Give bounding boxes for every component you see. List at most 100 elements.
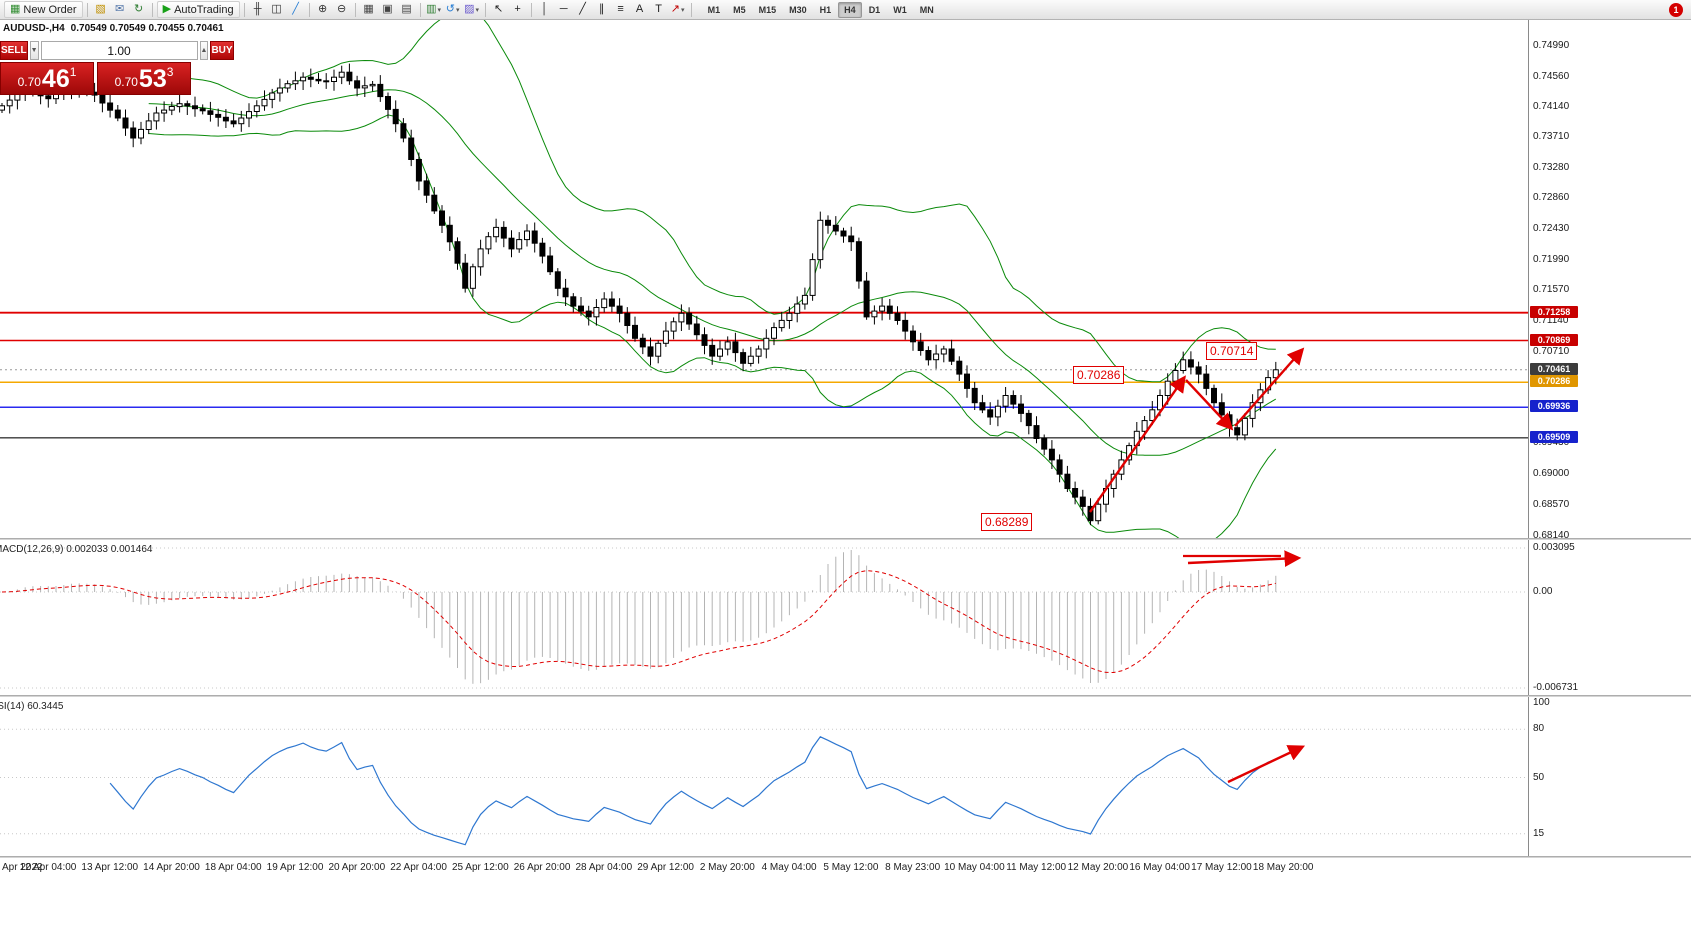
trade-controls-row: SELL ▼ ▲ BUY xyxy=(0,41,234,60)
fibonacci-icon: ≡ xyxy=(617,3,624,15)
text-icon[interactable]: A xyxy=(631,1,649,18)
arrows-icon[interactable]: ↗ ▾ xyxy=(669,1,687,18)
timeframe-m30[interactable]: M30 xyxy=(789,4,807,15)
templates-icon[interactable]: ▨ ▾ xyxy=(463,1,481,18)
buy-price-base: 0.70 xyxy=(114,75,138,89)
vertical-line-icon[interactable]: │ xyxy=(536,1,554,18)
chart-title: AUDUSD-,H4 0.70549 0.70549 0.70455 0.7046… xyxy=(3,23,224,34)
tile-windows-icon[interactable]: ▦ xyxy=(360,1,378,18)
new-order-icon: ▦ xyxy=(10,3,21,15)
arrows-icon: ↗ xyxy=(670,3,680,15)
trade-prices-row: 0.70 46 1 0.70 53 3 xyxy=(0,62,191,95)
timeframe-h4[interactable]: H4 xyxy=(838,1,862,18)
cursor-icon[interactable]: ↖ xyxy=(490,1,508,18)
bar-chart-icon[interactable]: ╫ xyxy=(249,1,267,18)
macd-panel[interactable] xyxy=(0,540,1691,697)
trendline-icon: ╱ xyxy=(579,3,586,15)
price-axis-border xyxy=(1528,20,1529,858)
time-axis-label: 10 May 04:00 xyxy=(944,862,1005,873)
fibonacci-icon[interactable]: ≡ xyxy=(612,1,630,18)
panel-separator[interactable] xyxy=(0,856,1691,858)
macd-gridlines xyxy=(0,547,1528,689)
timeframe-d1[interactable]: D1 xyxy=(868,4,881,15)
timeframe-h1[interactable]: H1 xyxy=(819,4,832,15)
equidistant-channel-icon[interactable]: ∥ xyxy=(593,1,611,18)
time-axis-label: 8 May 23:00 xyxy=(885,862,941,873)
candlestick-chart-icon[interactable]: ◫ xyxy=(268,1,286,18)
volume-increment-button[interactable]: ▲ xyxy=(199,41,209,60)
tile-windows-icon: ▦ xyxy=(363,3,374,15)
arrange-windows-icon[interactable]: ▤ xyxy=(398,1,416,18)
volume-input[interactable] xyxy=(40,41,198,60)
time-axis-label: 14 Apr 20:00 xyxy=(143,862,200,873)
autotrading-play-icon: ▶ xyxy=(162,3,172,15)
volume-decrement-button[interactable]: ▼ xyxy=(29,41,39,60)
line-chart-icon: ╱ xyxy=(292,3,299,15)
rsi-panel[interactable] xyxy=(0,697,1691,858)
sell-price-base: 0.70 xyxy=(17,75,41,89)
time-axis-label: 2 May 20:00 xyxy=(699,862,755,873)
arrange-windows-icon: ▤ xyxy=(401,3,412,15)
time-axis-label: 18 Apr 04:00 xyxy=(204,862,262,873)
timeframe-w1[interactable]: W1 xyxy=(893,4,907,15)
trendline-icon[interactable]: ╱ xyxy=(574,1,592,18)
toolbar-separator xyxy=(308,2,310,17)
time-axis-label: 22 Apr 04:00 xyxy=(390,862,447,873)
new-chart-icon[interactable]: ▥ ▾ xyxy=(425,1,443,18)
timeframe-toolbar: M1 M5 M15 M30 H1 H4 D1 W1 MN xyxy=(702,1,940,18)
time-axis-label: 19 Apr 12:00 xyxy=(266,862,324,873)
macd-signal-line xyxy=(1,570,1276,674)
buy-price-box[interactable]: 0.70 53 3 xyxy=(97,62,191,95)
new-order-button[interactable]: ▦ New Order xyxy=(4,1,83,18)
cascade-windows-icon: ▣ xyxy=(382,3,393,15)
zoom-out-icon[interactable]: ⊖ xyxy=(333,1,351,18)
zoom-in-icon[interactable]: ⊕ xyxy=(314,1,332,18)
autotrading-button-label: AutoTrading xyxy=(174,3,234,16)
rsi-indicator-label: RSI(14) 60.3445 xyxy=(0,701,64,712)
macd-indicator-label: MACD(12,26,9) 0.002033 0.001464 xyxy=(0,544,153,555)
time-axis-label: Apr 2022 xyxy=(2,862,43,873)
timeframe-mn[interactable]: MN xyxy=(919,4,934,15)
panel-separator[interactable] xyxy=(0,695,1691,697)
chart-cycle-icon[interactable]: ↺ ▾ xyxy=(444,1,462,18)
toolbar: ▦ New Order ▧ ✉ ↻ ▶ AutoTrading ╫ ◫ ╱ ⊕ ⊖ ▦ ▣ ▤ ▥ ▾ ↺ ▾ ▨ ▾ ↖… xyxy=(0,0,1691,20)
mail-icon: ✉ xyxy=(114,3,125,15)
vertical-line-icon: │ xyxy=(541,3,549,15)
autotrading-button[interactable]: ▶ AutoTrading xyxy=(156,1,240,18)
sell-button[interactable]: SELL xyxy=(0,41,28,60)
panel-separator[interactable] xyxy=(0,538,1691,540)
candlestick-chart-icon: ◫ xyxy=(271,3,282,15)
bollinger-bands xyxy=(148,20,1277,540)
charts-gallery-icon: ▧ xyxy=(95,3,106,15)
line-chart-icon[interactable]: ╱ xyxy=(287,1,305,18)
chart-ohlc-values: 0.70549 0.70549 0.70455 0.70461 xyxy=(70,23,224,34)
time-axis-label: 16 May 04:00 xyxy=(1129,862,1190,873)
crosshair-icon[interactable]: + xyxy=(509,1,527,18)
time-axis-label: 28 Apr 04:00 xyxy=(575,862,633,873)
candlesticks xyxy=(0,63,1279,526)
mail-icon[interactable]: ✉ xyxy=(111,1,129,18)
time-axis-label: 26 Apr 20:00 xyxy=(513,862,571,873)
timeframe-m5[interactable]: M5 xyxy=(733,4,746,15)
horizontal-line-icon[interactable]: ─ xyxy=(555,1,573,18)
cascade-windows-icon[interactable]: ▣ xyxy=(379,1,397,18)
charts-gallery-icon[interactable]: ▧ xyxy=(92,1,110,18)
notification-badge[interactable]: 1 xyxy=(1669,2,1683,17)
time-axis-label: 29 Apr 12:00 xyxy=(637,862,694,873)
dropdown-caret-icon: ▾ xyxy=(437,6,442,14)
dropdown-caret-icon: ▾ xyxy=(475,6,480,14)
text-label-icon[interactable]: T xyxy=(650,1,668,18)
text-label-icon: T xyxy=(655,3,662,15)
buy-button[interactable]: BUY xyxy=(210,41,234,60)
timeframe-m15[interactable]: M15 xyxy=(758,4,777,15)
timeframe-m1[interactable]: M1 xyxy=(707,4,721,15)
caret-down-icon: ▼ xyxy=(30,47,38,54)
new-order-button-label: New Order xyxy=(23,3,77,16)
horizontal-line-icon: ─ xyxy=(559,3,568,15)
sell-price-box[interactable]: 0.70 46 1 xyxy=(0,62,94,95)
cursor-icon: ↖ xyxy=(493,3,504,15)
main-price-chart[interactable] xyxy=(0,20,1691,540)
refresh-icon[interactable]: ↻ xyxy=(130,1,148,18)
new-chart-icon: ▥ xyxy=(426,3,437,15)
